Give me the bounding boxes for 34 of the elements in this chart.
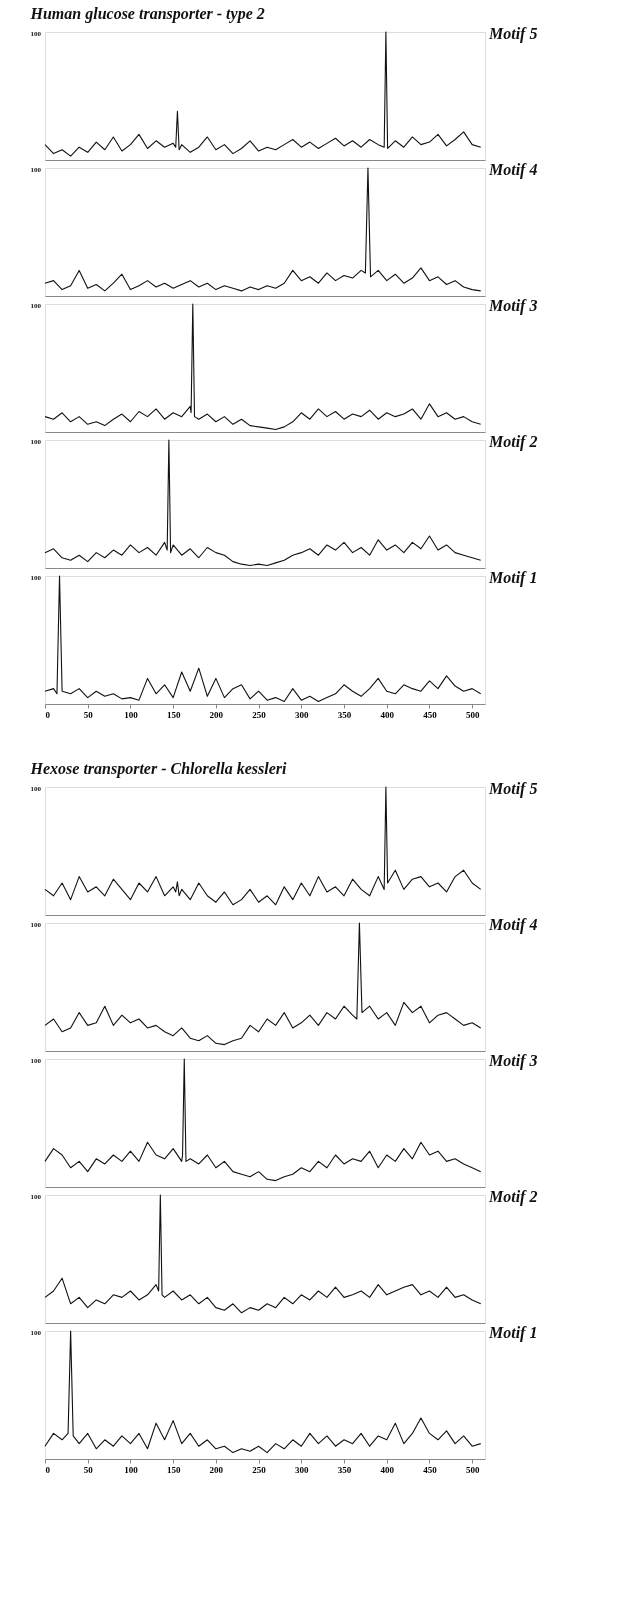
x-tick-label: 50	[83, 709, 94, 720]
y2-axis-title: Motif 3	[488, 1052, 538, 1070]
x-tick-label: 100	[124, 709, 139, 720]
y2-axis-title: Motif 1	[488, 569, 538, 587]
y2-axis-title: Motif 3	[488, 297, 538, 315]
x-tick-label: 250	[252, 709, 267, 720]
x-tick-label: 450	[423, 1464, 438, 1475]
x-tick-label: 100	[124, 1464, 139, 1475]
chart-title: Hexose transporter - Chlorella kessleri	[29, 760, 288, 778]
y2-axis-title: Motif 2	[488, 1188, 538, 1206]
x-tick-label: 500	[465, 709, 480, 720]
x-tick-label: 50	[83, 1464, 94, 1475]
x-tick-label: 400	[380, 1464, 395, 1475]
y2-axis-title: Motif 5	[488, 780, 538, 798]
x-tick-label: 350	[337, 1464, 352, 1475]
x-tick-label: 150	[166, 1464, 181, 1475]
x-tick-label: 500	[465, 1464, 480, 1475]
x-tick-label: 200	[209, 1464, 224, 1475]
x-tick-label: 200	[209, 709, 224, 720]
y2-axis-title: Motif 4	[488, 161, 538, 179]
x-tick-label: 250	[252, 1464, 267, 1475]
x-tick-label: 0	[45, 709, 51, 720]
x-tick-label: 0	[45, 1464, 51, 1475]
x-tick-label: 300	[295, 709, 310, 720]
x-tick-label: 400	[380, 709, 395, 720]
y2-axis-title: Motif 4	[488, 916, 538, 934]
x-tick-label: 450	[423, 709, 438, 720]
x-tick-label: 150	[166, 709, 181, 720]
y2-axis-title: Motif 1	[488, 1324, 538, 1342]
y2-axis-title: Motif 5	[488, 25, 538, 43]
y2-axis-title: Motif 2	[488, 433, 538, 451]
chart-title: Human glucose transporter - type 2	[29, 5, 265, 23]
x-tick-label: 300	[295, 1464, 310, 1475]
x-tick-label: 350	[337, 709, 352, 720]
